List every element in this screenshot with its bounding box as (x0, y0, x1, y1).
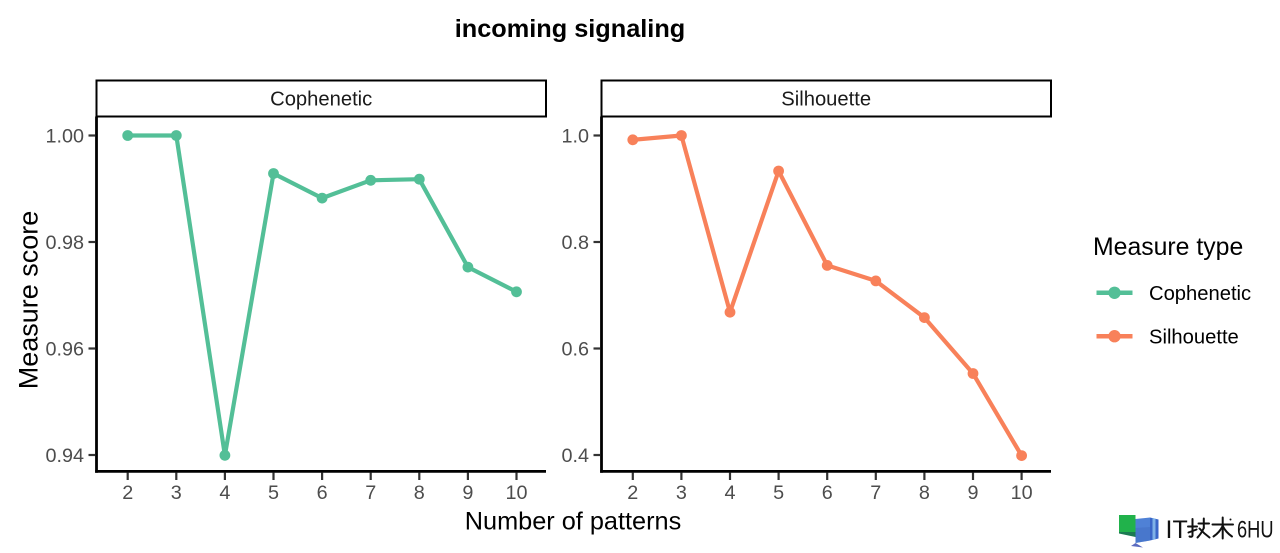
svg-text:Cophenetic: Cophenetic (270, 89, 372, 111)
svg-text:7: 7 (365, 482, 376, 504)
svg-text:Silhouette: Silhouette (1149, 327, 1239, 349)
svg-text:incoming signaling: incoming signaling (455, 15, 686, 43)
svg-text:7: 7 (870, 482, 881, 504)
svg-text:0.94: 0.94 (45, 445, 84, 467)
svg-text:8: 8 (414, 482, 425, 504)
svg-text:5: 5 (773, 482, 784, 504)
svg-text:6HU: 6HU (1237, 517, 1274, 544)
svg-text:9: 9 (462, 482, 473, 504)
svg-text:0.4: 0.4 (562, 445, 590, 467)
svg-text:6: 6 (317, 482, 328, 504)
svg-text:Silhouette: Silhouette (781, 89, 871, 111)
svg-text:4: 4 (219, 482, 230, 504)
svg-text:Measure score: Measure score (14, 211, 44, 390)
svg-text:2: 2 (122, 482, 133, 504)
svg-text:Number of patterns: Number of patterns (465, 507, 682, 535)
svg-text:4: 4 (724, 482, 735, 504)
svg-text:3: 3 (676, 482, 687, 504)
svg-text:6: 6 (822, 482, 833, 504)
svg-text:8: 8 (919, 482, 930, 504)
svg-text:0.8: 0.8 (562, 232, 590, 254)
svg-text:2: 2 (627, 482, 638, 504)
svg-text:3: 3 (171, 482, 182, 504)
svg-text:9: 9 (967, 482, 978, 504)
svg-text:1.00: 1.00 (45, 126, 84, 148)
svg-text:0.96: 0.96 (45, 339, 84, 361)
svg-text:10: 10 (505, 482, 527, 504)
svg-text:Measure type: Measure type (1093, 234, 1243, 261)
svg-text:IT: IT (1166, 516, 1188, 544)
svg-text:0.6: 0.6 (562, 339, 590, 361)
svg-text:Cophenetic: Cophenetic (1149, 283, 1251, 305)
svg-text:10: 10 (1011, 482, 1033, 504)
svg-text:1.0: 1.0 (562, 126, 590, 148)
svg-text:5: 5 (268, 482, 279, 504)
svg-text:0.98: 0.98 (45, 232, 84, 254)
